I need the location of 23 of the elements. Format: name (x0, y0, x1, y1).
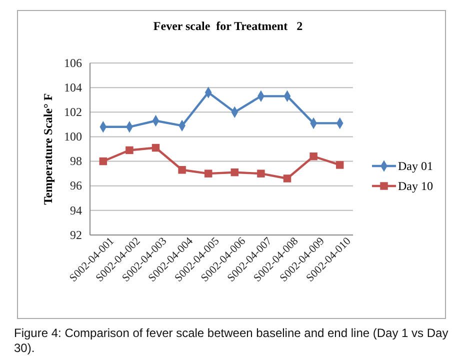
chart-title: Fever scale for Treatment 2 (153, 19, 303, 33)
y-tick-label: 102 (64, 104, 82, 119)
point (204, 170, 212, 178)
point (178, 166, 186, 174)
y-tick-label: 106 (64, 56, 82, 70)
legend-label: Day 10 (398, 179, 433, 193)
point (152, 144, 160, 152)
y-tick-label: 104 (64, 80, 82, 94)
legend-label: Day 01 (398, 159, 433, 173)
point (99, 157, 108, 166)
point (283, 174, 292, 182)
y-tick-label: 94 (70, 203, 82, 218)
point (257, 170, 265, 178)
point (230, 168, 239, 176)
point (310, 152, 318, 160)
y-tick-label: 92 (70, 228, 82, 242)
point (336, 161, 344, 169)
y-tick-label: 100 (64, 130, 82, 144)
point (126, 146, 134, 154)
caption: Figure 4: Comparison of fever scale between baseline and end line (Day 1 vs Day 30). (14, 326, 450, 356)
y-tick-label: 98 (70, 154, 82, 168)
y-tick-label: 96 (70, 178, 82, 193)
y-axis-title: Temperature Scale° F (41, 93, 55, 205)
